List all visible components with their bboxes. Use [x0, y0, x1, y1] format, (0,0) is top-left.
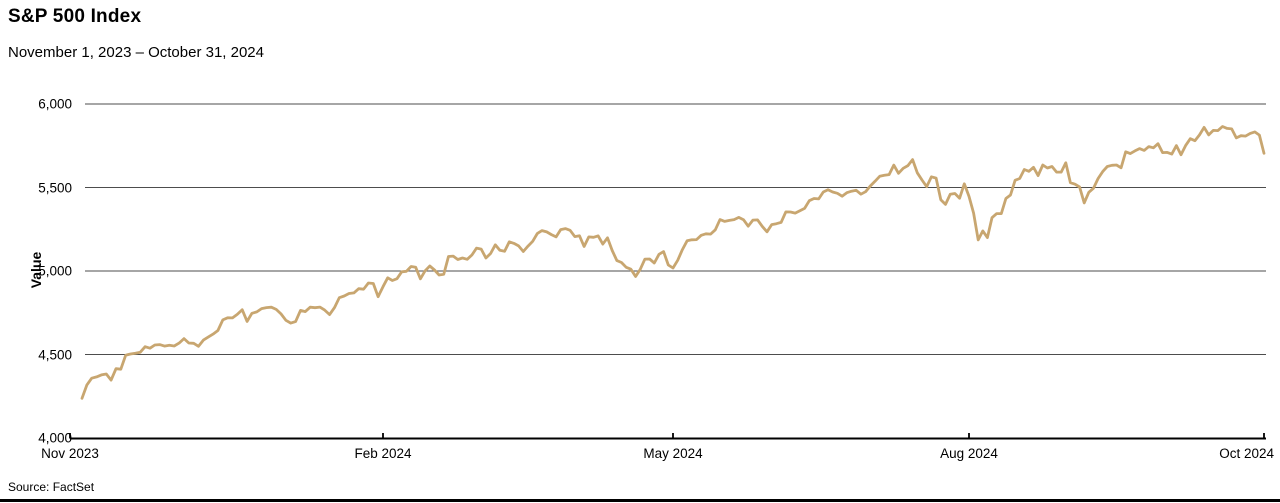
x-axis-line — [69, 433, 1266, 440]
x-tick-label: Feb 2024 — [354, 446, 412, 461]
sp500-series-line — [80, 125, 1266, 400]
bottom-divider-rule — [0, 499, 1280, 502]
y-tick-label: 5,000 — [38, 263, 72, 279]
source-note: Source: FactSet — [8, 480, 95, 494]
x-tick-label: Oct 2024 — [1219, 446, 1274, 461]
x-tick-label: Aug 2024 — [940, 446, 998, 461]
y-tick-label: 5,500 — [38, 180, 72, 195]
y-tick-label: 6,000 — [38, 96, 72, 112]
chart-subtitle: November 1, 2023 – October 31, 2024 — [8, 44, 264, 61]
y-tick-label: 4,500 — [38, 347, 72, 362]
x-tick-label: Nov 2023 — [41, 446, 99, 461]
gridlines — [85, 103, 1266, 355]
chart-title: S&P 500 Index — [8, 6, 142, 27]
x-tick-label: May 2024 — [643, 446, 703, 461]
y-tick-label: 4,000 — [38, 430, 72, 446]
